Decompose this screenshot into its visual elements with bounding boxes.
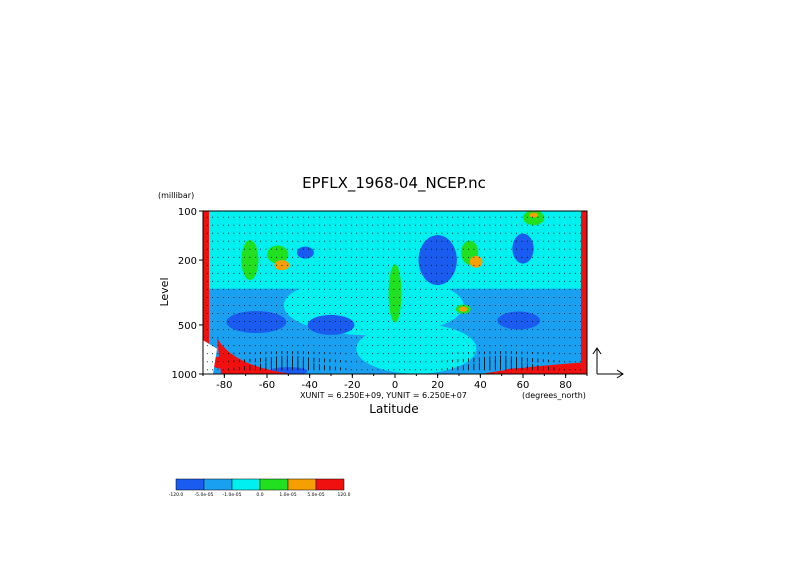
- colorbar-label-2: -1.0e-05: [223, 492, 242, 498]
- vector-row-2: [206, 232, 581, 234]
- x-unit-label: (degrees_north): [522, 391, 586, 400]
- contour-blob-2: [226, 311, 287, 334]
- colorbar-swatch-3: [259, 478, 289, 491]
- contour-blob-1: [392, 274, 398, 313]
- vector-row-11: [206, 305, 581, 306]
- colorbar-swatch-1: [203, 478, 233, 491]
- colorbar-swatch-5: [315, 478, 345, 491]
- vector-row-7: [206, 272, 581, 274]
- contour-blob-7: [296, 246, 314, 259]
- colorbar-label-6: 120.0: [338, 492, 351, 498]
- x-tick-label-8: 80: [559, 380, 572, 391]
- vector-row-9: [206, 288, 581, 290]
- contour-blob-4: [241, 240, 259, 281]
- axes: -80 -60 -40 -20 0 20 40 60 80 100 200 500 1000: [172, 207, 588, 391]
- colorbar-swatch-2: [231, 478, 261, 491]
- colorbar-swatch-4: [287, 478, 317, 491]
- y-tick-label-1: 200: [178, 256, 197, 267]
- contour-blob-12: [459, 306, 468, 312]
- vector-row-12: [206, 313, 581, 314]
- contour-blob-10: [469, 255, 483, 268]
- colorbar-swatch-0: [175, 478, 205, 491]
- vector-row-1: [206, 224, 581, 226]
- colorbar-label-0: -120.0: [169, 492, 184, 498]
- right-edge-band: [581, 211, 587, 374]
- vector-field: [206, 216, 581, 371]
- contour-blob-16: [497, 311, 541, 330]
- x-tick-label-6: 40: [474, 380, 487, 391]
- vector-row-19: [206, 359, 581, 371]
- y-axis-label: Level: [158, 277, 171, 306]
- colorbar-label-1: -5.0e-05: [195, 492, 214, 498]
- contour-blob-15: [529, 212, 538, 218]
- scale-note: XUNIT = 6.250E+09, YUNIT = 6.250E+07: [300, 391, 467, 400]
- contour-blob-13: [512, 233, 534, 264]
- colorbar-label-5: 5.0e-05: [307, 492, 324, 498]
- x-axis-label: Latitude: [369, 402, 418, 416]
- vector-row-17: [206, 351, 581, 355]
- vector-key-vertical: [592, 347, 602, 374]
- chart-title: EPFLX_1968-04_NCEP.nc: [302, 174, 486, 193]
- vector-key-horizontal: [597, 369, 624, 379]
- contour-blob-14: [523, 211, 545, 226]
- colorbar-label-3: 0.0: [256, 492, 263, 498]
- contour-field: [203, 211, 587, 374]
- vector-row-0: [206, 216, 581, 218]
- colorbar-label-4: 1.0e-05: [279, 492, 296, 498]
- left-edge-band: [203, 211, 209, 374]
- vector-row-10: [206, 297, 581, 298]
- y-unit-label: (millibar): [158, 191, 194, 200]
- vector-row-6: [206, 264, 581, 266]
- y-tick-label-0: 100: [178, 207, 197, 218]
- x-tick-label-5: 20: [431, 380, 444, 391]
- vector-row-13: [206, 321, 581, 322]
- contour-blob-3: [307, 314, 355, 335]
- y-tick-label-2: 500: [178, 321, 197, 332]
- contour-blob-8: [418, 235, 457, 286]
- y-tick-label-3: 1000: [172, 370, 197, 381]
- x-tick-label-3: -20: [344, 380, 360, 391]
- x-tick-label-2: -40: [301, 380, 317, 391]
- contour-layers: [203, 211, 587, 374]
- vector-key: [592, 347, 624, 379]
- x-tick-label-1: -60: [259, 380, 275, 391]
- field-lower-cyan: [356, 323, 477, 374]
- x-tick-label-7: 60: [517, 380, 530, 391]
- vector-row-16: [206, 345, 581, 347]
- vector-row-15: [206, 337, 581, 339]
- colorbar: -120.0 -5.0e-05 -1.0e-05 0.0 1.0e-05 5.0e-05 1…: [169, 478, 351, 498]
- surface-red-left: [217, 337, 293, 374]
- contour-blob-5: [267, 245, 289, 264]
- surface-mask-left: [203, 340, 217, 374]
- vector-row-5: [206, 256, 581, 258]
- x-tick-label-4: 0: [392, 380, 398, 391]
- flux-vectors: [206, 216, 581, 371]
- vector-row-18: [206, 355, 581, 363]
- vector-row-14: [206, 329, 581, 331]
- vector-row-4: [206, 248, 581, 250]
- vector-row-3: [206, 240, 581, 242]
- vector-row-8: [206, 280, 581, 282]
- x-tick-label-0: -80: [216, 380, 232, 391]
- surface-red-right: [480, 362, 587, 374]
